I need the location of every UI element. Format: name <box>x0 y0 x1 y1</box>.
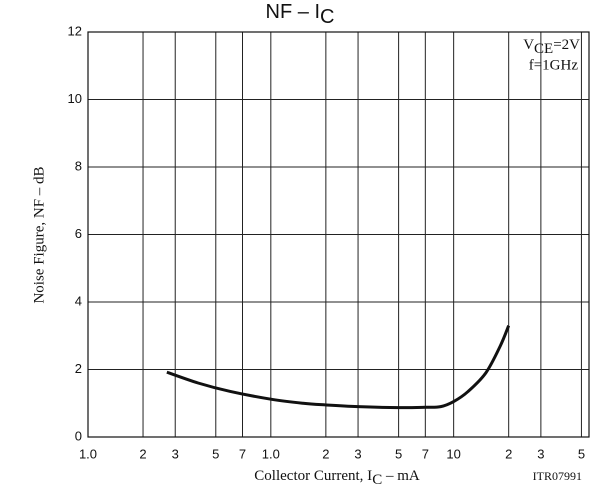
y-tick-label: 6 <box>75 226 82 241</box>
x-tick-label: 2 <box>505 446 512 461</box>
x-tick-label: 5 <box>212 446 219 461</box>
annotation-f: f=1GHz <box>529 57 579 73</box>
annotation-subscript: CE <box>534 41 553 57</box>
y-tick-label: 0 <box>75 428 82 443</box>
x-tick-label: 1.0 <box>79 446 97 461</box>
figure-code: ITR07991 <box>533 469 582 483</box>
x-tick-label: 3 <box>354 446 361 461</box>
x-tick-label: 10 <box>446 446 460 461</box>
x-tick-label: 7 <box>422 446 429 461</box>
x-label-text: Collector Current, I <box>254 468 372 484</box>
annotation-value: =2V <box>553 37 580 53</box>
plot-frame <box>87 31 590 438</box>
y-tick-label: 2 <box>75 361 82 376</box>
x-tick-label: 1.0 <box>262 446 280 461</box>
x-tick-label: 2 <box>322 446 329 461</box>
x-tick-label: 3 <box>537 446 544 461</box>
x-tick-label: 5 <box>578 446 585 461</box>
x-label-subscript: C <box>372 472 382 488</box>
curve <box>166 325 511 410</box>
x-tick-label: 2 <box>139 446 146 461</box>
x-axis-label: Collector Current, IC – mA <box>254 468 420 488</box>
annotation: VCE=2V <box>523 37 580 57</box>
title-text: NF – I <box>266 1 320 23</box>
x-tick-label: 7 <box>239 446 246 461</box>
y-tick-label: 12 <box>68 23 82 38</box>
annotation-v: V <box>523 37 534 53</box>
y-tick-label: 10 <box>68 91 82 106</box>
x-tick-label: 3 <box>172 446 179 461</box>
chart-title: NF – IC <box>266 1 335 28</box>
title-subscript: C <box>320 6 334 28</box>
x-tick-label: 5 <box>395 446 402 461</box>
y-axis-label: Noise Figure, NF – dB <box>31 166 47 303</box>
y-tick-label: 8 <box>75 158 82 173</box>
x-label-unit: – mA <box>382 468 420 484</box>
y-tick-label: 4 <box>75 293 82 308</box>
